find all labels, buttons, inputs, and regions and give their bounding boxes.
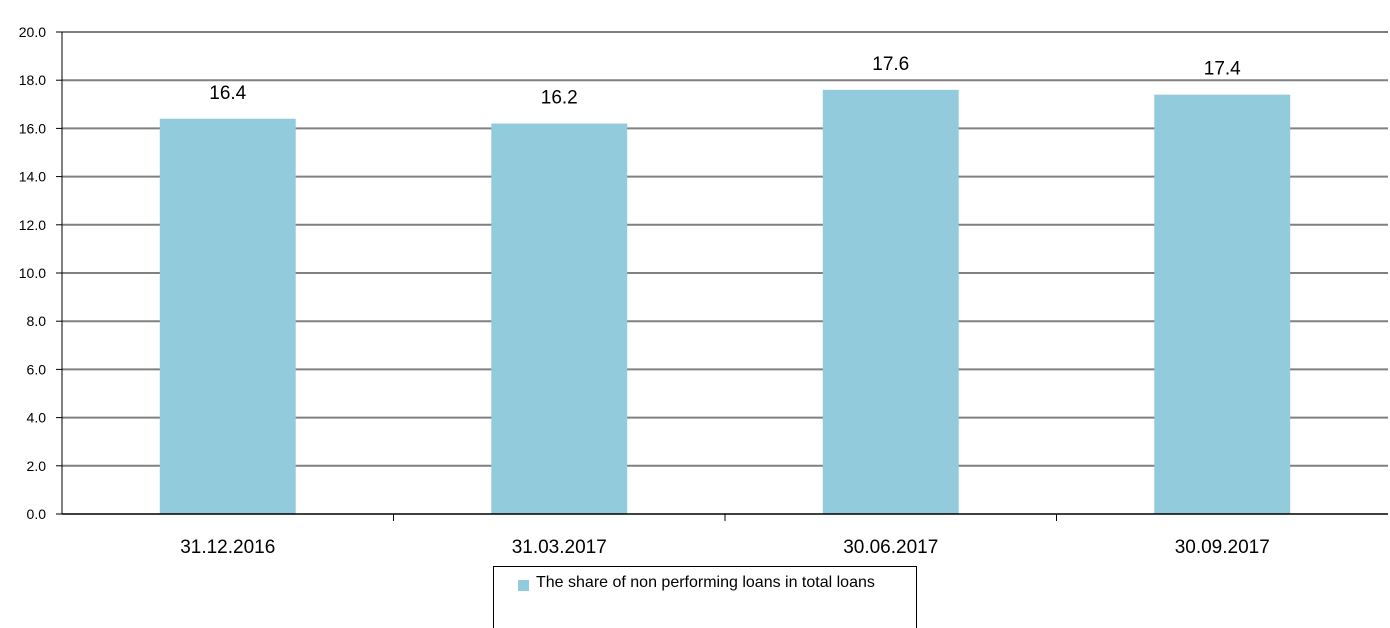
legend-swatch: [518, 580, 529, 591]
bars: [159, 89, 1291, 514]
y-tick-label: 20.0: [19, 24, 46, 40]
data-label: 16.2: [541, 88, 578, 109]
y-tick-label: 18.0: [19, 72, 46, 88]
x-tick-label: 31.03.2017: [512, 537, 607, 558]
legend-series-name: The share of non performing loans in tot…: [536, 574, 875, 591]
y-tick-label: 0.0: [27, 506, 47, 522]
data-label: 17.6: [872, 54, 909, 75]
x-tick-label: 31.12.2016: [180, 537, 275, 558]
y-tick-label: 8.0: [27, 313, 47, 329]
y-tick-label: 2.0: [27, 458, 47, 474]
y-tick-label: 16.0: [19, 120, 46, 136]
bar-chart: 0.0 2.0 4.0 6.0 8.0 10.0 12.0 14.0 16.0 18.0 20.0 3…: [19, 24, 1388, 558]
bar: [822, 89, 959, 514]
labels: 0.0 2.0 4.0 6.0 8.0 10.0 12.0 14.0 16.0 18.0 20.0 3…: [19, 24, 1270, 558]
bar: [491, 123, 628, 514]
y-tick-label: 12.0: [19, 217, 46, 233]
bar: [1154, 94, 1291, 514]
x-tick-label: 30.09.2017: [1175, 537, 1270, 558]
legend: The share of non performing loans in tot…: [493, 566, 917, 628]
y-tick-label: 14.0: [19, 169, 46, 185]
axes: [56, 31, 1388, 521]
y-tick-label: 4.0: [27, 410, 47, 426]
y-tick-label: 6.0: [27, 361, 47, 377]
bar: [159, 118, 296, 514]
data-label: 16.4: [209, 83, 246, 104]
y-tick-label: 10.0: [19, 265, 46, 281]
data-label: 17.4: [1204, 59, 1241, 80]
x-tick-label: 30.06.2017: [843, 537, 938, 558]
